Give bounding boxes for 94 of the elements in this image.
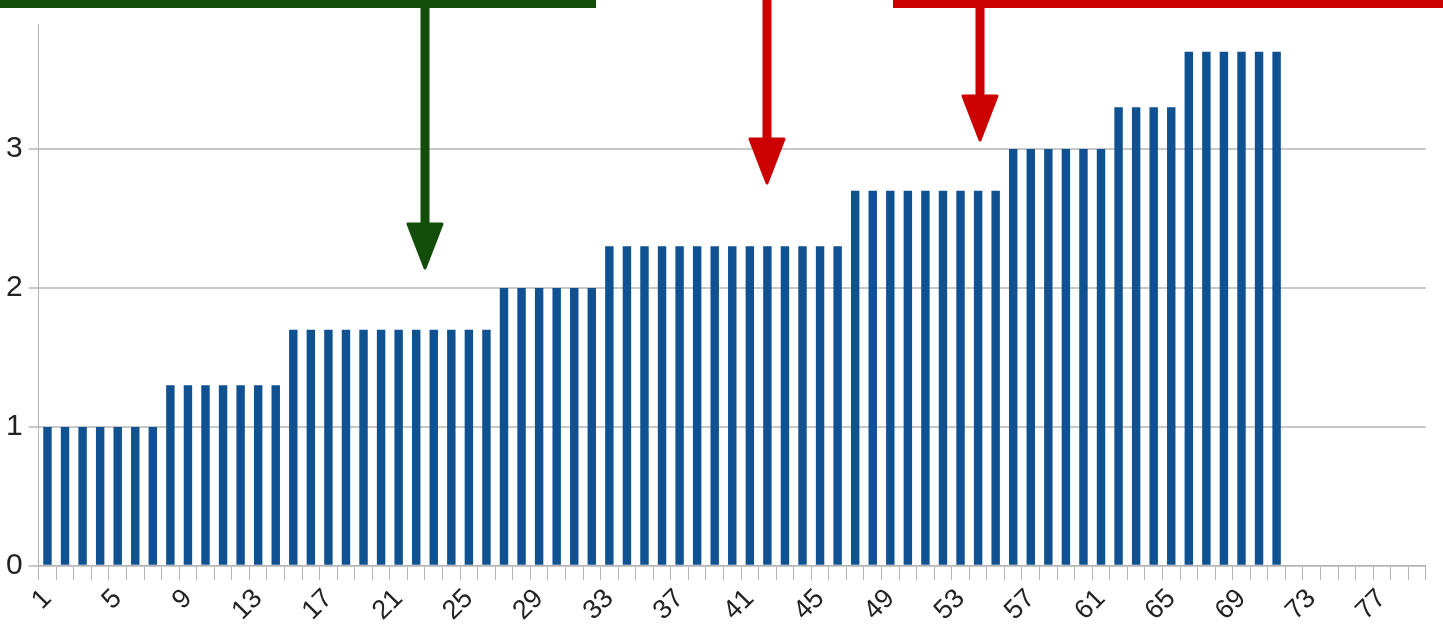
bar [938, 190, 948, 565]
bar [1096, 149, 1106, 565]
bar [271, 385, 280, 565]
x-tick-label: 65 [1138, 582, 1181, 626]
bar [131, 426, 140, 565]
bar [657, 246, 667, 565]
bar [780, 246, 790, 565]
x-tick-label: 9 [165, 582, 198, 615]
x-tick-label: 29 [506, 582, 549, 626]
bar [1079, 149, 1088, 565]
bar [464, 329, 474, 565]
bar [710, 246, 719, 565]
bar [973, 190, 983, 565]
bar [745, 246, 755, 565]
bar [60, 426, 70, 565]
bar [534, 287, 544, 565]
bar [499, 287, 509, 565]
bar [921, 190, 930, 565]
bar [429, 329, 438, 565]
bar [833, 246, 842, 565]
x-tick-label: 69 [1208, 582, 1251, 626]
x-tick-label: 57 [997, 582, 1041, 626]
bar [587, 287, 597, 565]
bar [1272, 51, 1281, 565]
bar [183, 385, 193, 565]
bar [815, 246, 825, 565]
y-tick-label: 2 [6, 269, 23, 303]
bar [552, 287, 561, 565]
bar [324, 329, 333, 565]
bar [482, 329, 491, 565]
bar [218, 385, 228, 565]
bar [148, 426, 158, 565]
bar [1044, 149, 1053, 565]
bar [341, 329, 351, 565]
x-tick-label: 77 [1349, 582, 1392, 626]
x-tick-label: 41 [716, 582, 760, 626]
bar [1061, 149, 1071, 565]
bar [1237, 51, 1246, 565]
bar [570, 287, 579, 565]
bar [1026, 149, 1035, 565]
bar [622, 246, 632, 565]
bar [1184, 51, 1194, 565]
y-tick-label: 0 [6, 547, 23, 581]
bar [763, 246, 772, 565]
bar [113, 426, 122, 565]
bar [1149, 107, 1158, 565]
bar [253, 385, 263, 565]
x-tick-label: 25 [435, 582, 479, 626]
bar [991, 190, 1000, 565]
bar [886, 190, 895, 565]
bar [868, 190, 877, 565]
y-tick-label: 3 [6, 130, 23, 164]
x-tick-label: 53 [927, 582, 971, 626]
bar [517, 287, 526, 565]
bar [692, 246, 702, 565]
y-tick-label: 1 [6, 408, 23, 442]
bar [605, 246, 614, 565]
x-tick-label: 5 [95, 582, 128, 615]
bar [1009, 149, 1018, 565]
bar [306, 329, 316, 565]
bar [1131, 107, 1141, 565]
bar [376, 329, 386, 565]
bar [411, 329, 421, 565]
x-tick-label: 13 [225, 582, 268, 626]
bar [394, 329, 403, 565]
bar [728, 246, 737, 565]
x-tick-label: 33 [576, 582, 619, 626]
bar [236, 385, 245, 565]
bar [798, 246, 807, 565]
x-tick-label: 73 [1278, 582, 1322, 626]
bar [289, 329, 298, 565]
bar [1219, 51, 1229, 565]
bar [1202, 51, 1211, 565]
bar [675, 246, 684, 565]
bar [903, 190, 913, 565]
bar [956, 190, 965, 565]
x-tick-label: 61 [1068, 582, 1111, 626]
bar [1167, 107, 1176, 565]
bar [166, 385, 175, 565]
bar [1254, 51, 1264, 565]
bar [447, 329, 456, 565]
x-tick-label: 49 [857, 582, 900, 626]
bar [359, 329, 368, 565]
bar [78, 426, 87, 565]
x-tick-label: 21 [365, 582, 409, 626]
bar [850, 190, 860, 565]
x-tick-label: 17 [295, 582, 338, 626]
bar [1114, 107, 1123, 565]
x-tick-label: 37 [646, 582, 690, 626]
x-tick-label: 45 [787, 582, 830, 626]
bar [43, 426, 52, 565]
bar [95, 426, 105, 565]
bar [201, 385, 210, 565]
bar [640, 246, 649, 565]
